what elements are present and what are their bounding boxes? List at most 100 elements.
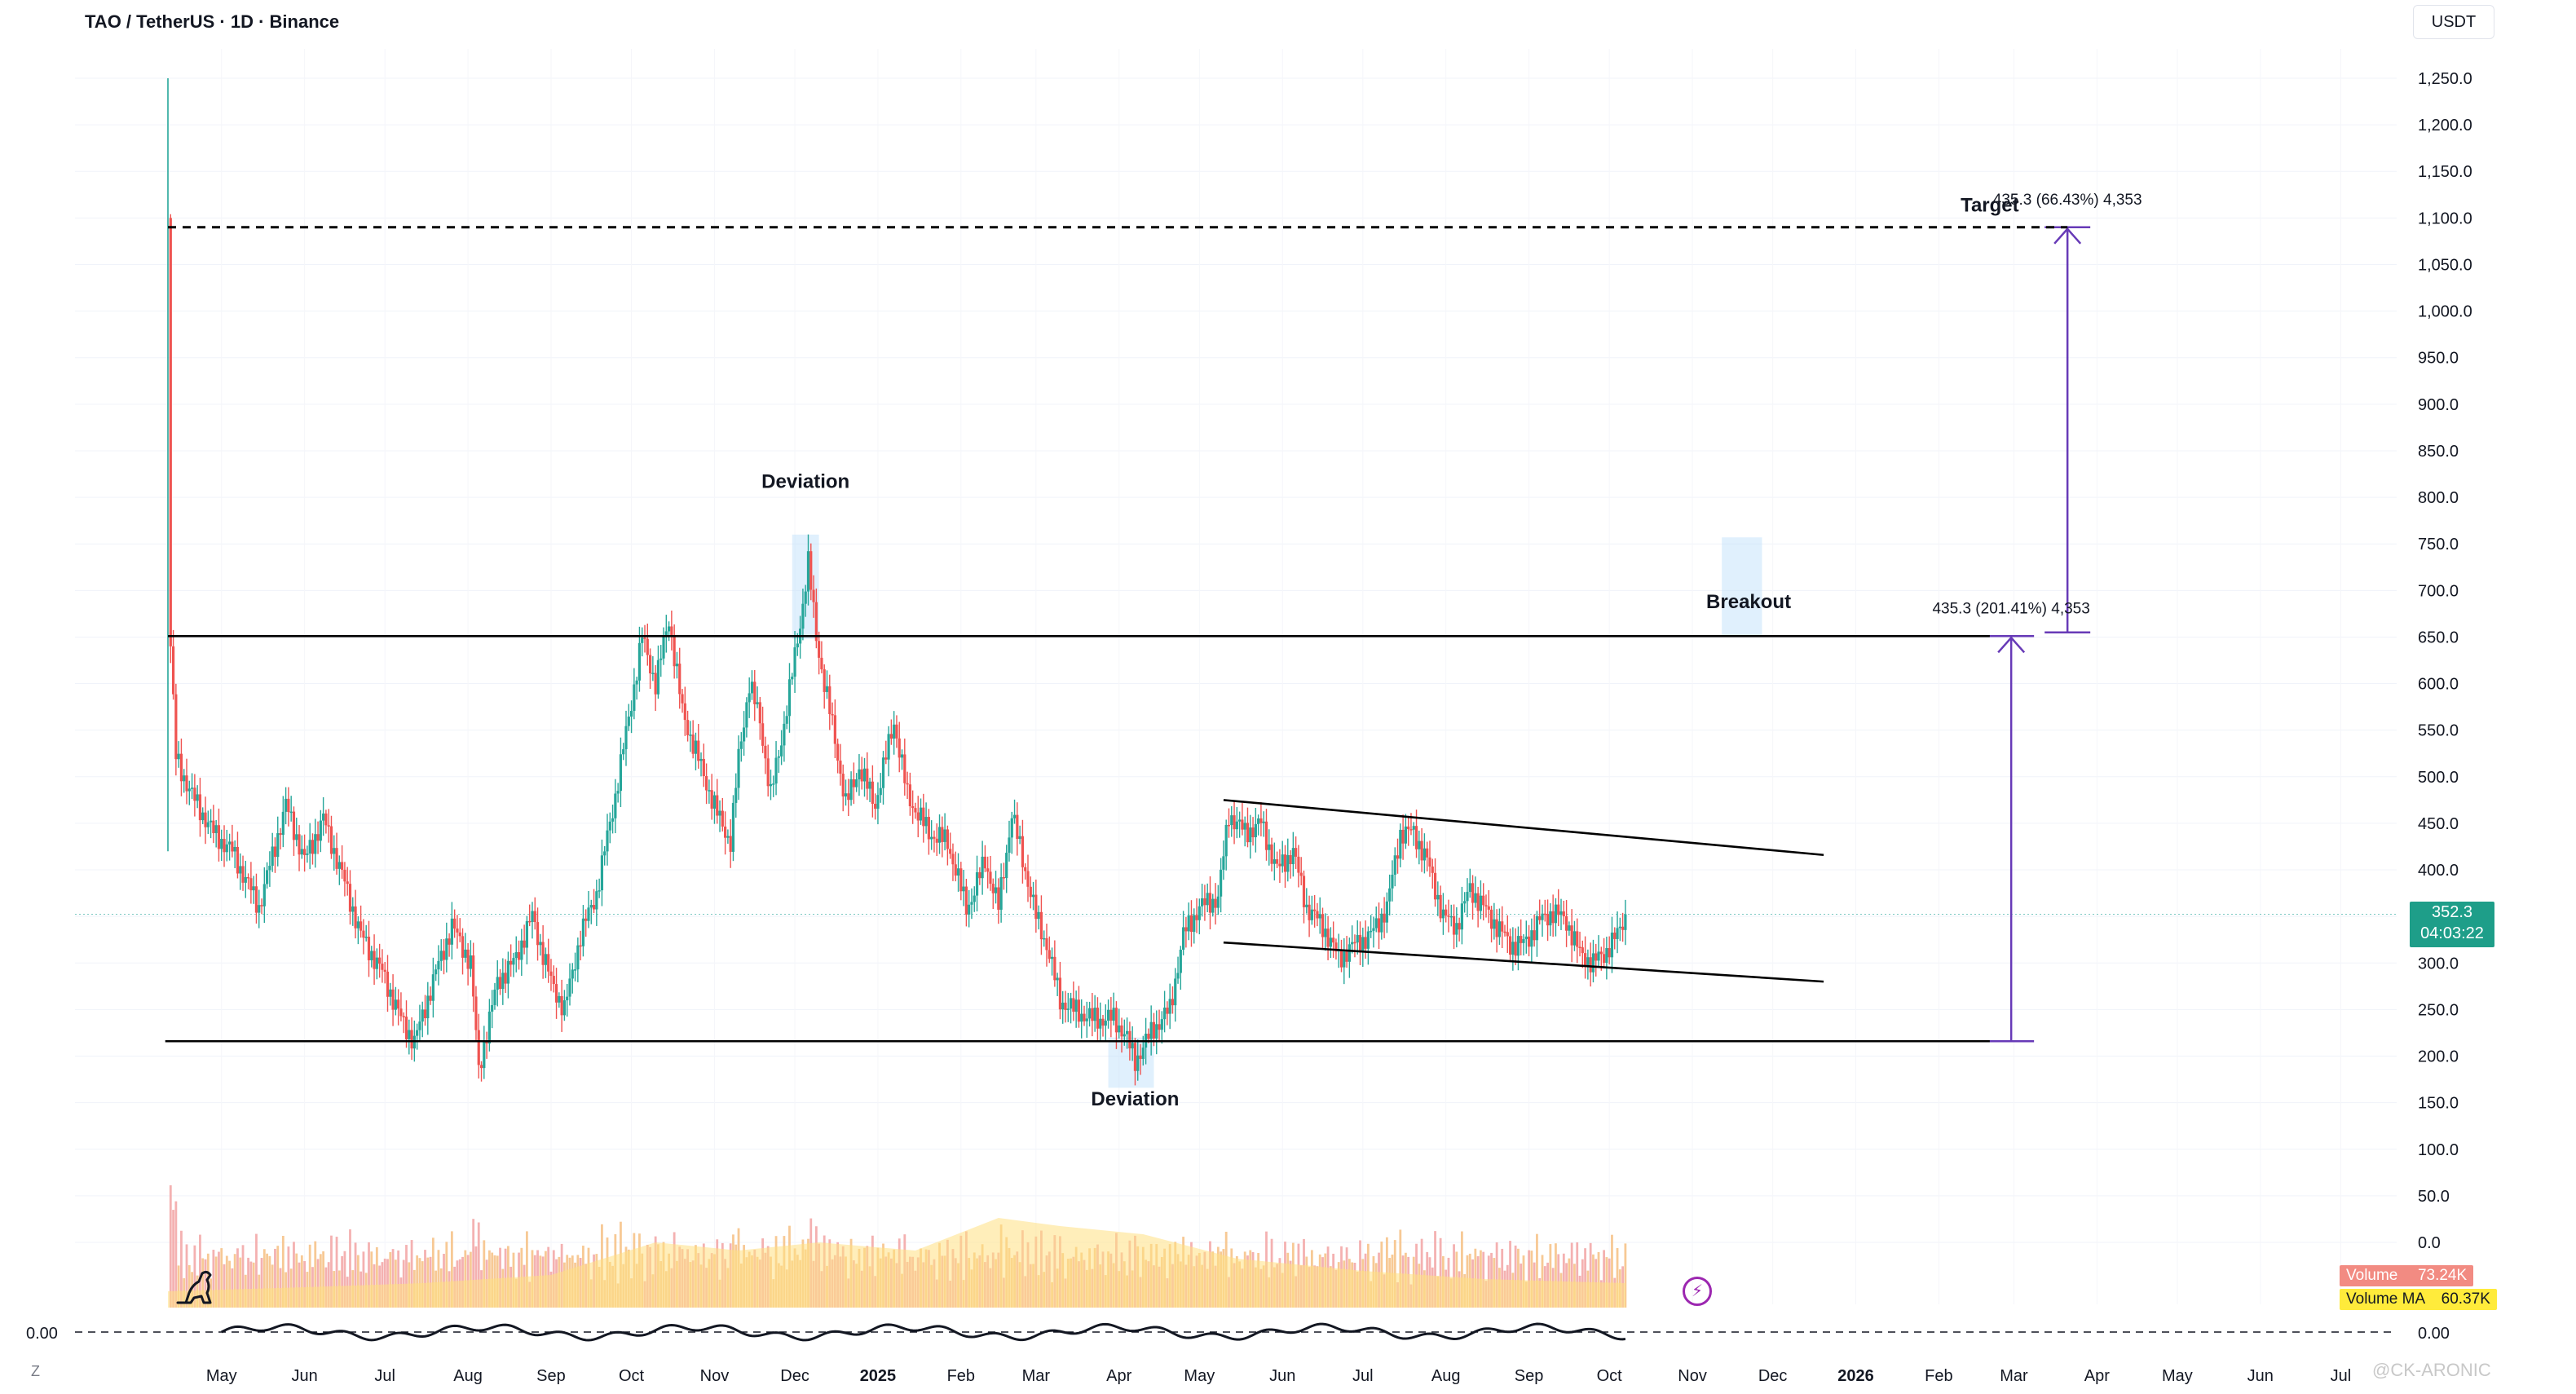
candle-body	[1613, 932, 1617, 939]
candle-body	[458, 932, 461, 937]
candle-body	[1343, 951, 1346, 968]
candle-body	[1152, 1021, 1156, 1039]
candlestick-series	[167, 78, 1627, 1086]
candle-body	[1233, 815, 1236, 830]
measure-label: 435.3 (66.43%) 4,353	[1993, 192, 2142, 209]
volume-tag: Volume 73.24K	[2340, 1265, 2474, 1286]
candle-body	[1206, 893, 1209, 906]
candle-body	[962, 886, 965, 892]
candle-body	[375, 957, 378, 969]
candle-body	[220, 839, 223, 849]
candle-body	[603, 851, 607, 856]
candle-body	[1520, 936, 1523, 943]
volume-bar	[1495, 1242, 1498, 1308]
candle-body	[316, 834, 320, 841]
candle-body	[1168, 999, 1171, 1014]
candle-body	[1445, 909, 1448, 916]
candle-body	[359, 921, 363, 931]
candle-body	[1428, 857, 1431, 867]
candle-body	[456, 929, 459, 933]
candle-body	[437, 960, 440, 970]
volume-bar	[281, 1236, 285, 1308]
candle-body	[1489, 909, 1493, 929]
channel-trendline[interactable]	[1223, 941, 1824, 983]
x-tick-label: Oct	[1597, 1367, 1623, 1385]
candle-body	[1506, 932, 1509, 937]
candle-body	[664, 631, 668, 637]
volume-bar	[349, 1229, 351, 1308]
channel-trendline[interactable]	[1223, 799, 1824, 857]
volume-bar	[199, 1234, 201, 1308]
candle-body	[450, 918, 453, 945]
volume-bar	[212, 1250, 215, 1308]
candle-body	[1160, 1019, 1163, 1030]
candle-body	[1455, 923, 1458, 935]
candle-body	[1511, 942, 1515, 955]
candle-body	[622, 749, 625, 755]
candle-body	[959, 868, 963, 892]
candle-body	[1581, 947, 1584, 954]
candle-body	[801, 603, 805, 629]
candle-body	[568, 978, 571, 997]
candle-body	[477, 1030, 480, 1065]
candle-body	[337, 862, 341, 869]
volume-bar	[193, 1245, 196, 1308]
candle-body	[1257, 818, 1260, 824]
candle-body	[785, 716, 788, 724]
x-tick-label: 2025	[860, 1367, 897, 1385]
candle-body	[273, 846, 277, 858]
candle-body	[791, 676, 794, 680]
candle-body	[1570, 925, 1573, 946]
volume-bar	[354, 1242, 357, 1308]
candle-body	[509, 960, 513, 965]
candle-body	[1396, 855, 1400, 859]
volume-bar	[201, 1258, 205, 1308]
candle-body	[1182, 927, 1185, 950]
highlight-zone[interactable]	[1722, 537, 1762, 637]
currency-button[interactable]: USDT	[2413, 5, 2494, 39]
candle-body	[1468, 883, 1471, 893]
candle-body	[637, 642, 642, 681]
candle-body	[1050, 956, 1054, 959]
candle-body	[241, 866, 245, 883]
volume-bar	[319, 1254, 322, 1308]
candle-body	[606, 830, 609, 852]
candle-body	[1332, 937, 1335, 943]
candle-body	[956, 868, 960, 876]
candle-body	[1554, 904, 1558, 924]
candle-body	[678, 664, 681, 695]
candle-body	[549, 971, 553, 977]
candle-body	[916, 812, 920, 821]
candle-body	[1302, 876, 1306, 907]
candle-body	[525, 920, 528, 948]
candle-body	[573, 969, 577, 971]
candle-body	[941, 827, 944, 842]
candle-body	[1104, 1021, 1107, 1026]
candle-body	[1351, 942, 1354, 945]
candle-body	[1313, 909, 1317, 911]
candle-body	[1099, 1018, 1102, 1029]
lightning-icon[interactable]: ⚡	[1683, 1277, 1712, 1306]
candle-body	[1179, 949, 1182, 973]
candle-body	[386, 971, 390, 997]
candle-body	[381, 964, 384, 970]
candle-body	[627, 717, 630, 726]
candle-body	[1297, 856, 1300, 873]
tradingview-dinosaur-icon[interactable]	[174, 1268, 218, 1306]
timezone-mark: Z	[31, 1363, 40, 1379]
volume-pane	[168, 1185, 1627, 1308]
candle-body	[1230, 815, 1233, 826]
candle-body	[1366, 931, 1370, 949]
candle-body	[1321, 914, 1325, 937]
candle-body	[399, 1008, 403, 1017]
candle-body	[1133, 1043, 1137, 1071]
candle-body	[311, 840, 315, 854]
candle-body	[662, 636, 665, 659]
symbol-title[interactable]: TAO / TetherUS · 1D · Binance	[85, 11, 340, 32]
candle-body	[1123, 1034, 1126, 1037]
x-tick-label: Jul	[2331, 1367, 2352, 1385]
volume-bar	[375, 1246, 378, 1308]
oscillator-right-value: 0.00	[2418, 1325, 2450, 1343]
volume-bar	[445, 1242, 448, 1308]
